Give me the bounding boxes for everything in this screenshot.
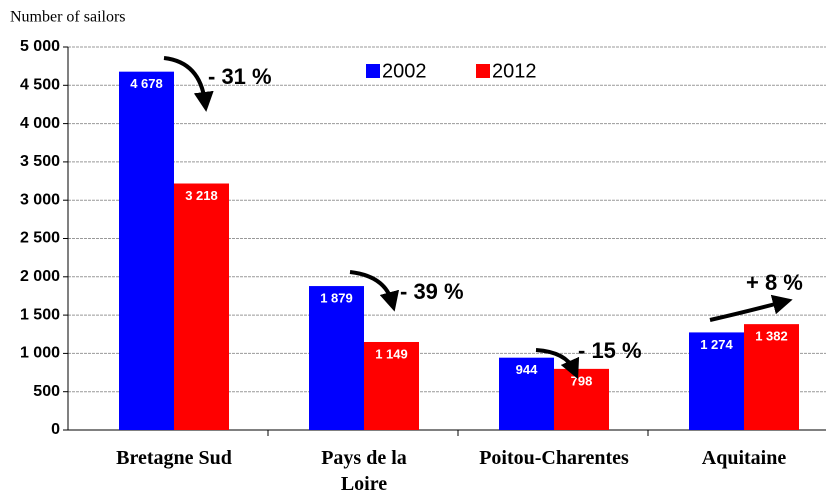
y-tick-label: 1 000 bbox=[20, 345, 60, 362]
legend-label: 2002 bbox=[382, 60, 427, 82]
value-label: 798 bbox=[571, 373, 593, 388]
value-label: 1 382 bbox=[755, 329, 788, 344]
y-tick-label: 500 bbox=[33, 383, 60, 400]
legend-label: 2012 bbox=[492, 60, 537, 82]
y-tick-label: 5 000 bbox=[20, 38, 60, 55]
y-tick-label: 4 000 bbox=[20, 115, 60, 132]
y-tick-label: 4 500 bbox=[20, 77, 60, 94]
y-tick-label: 2 000 bbox=[20, 268, 60, 285]
legend-swatch bbox=[476, 64, 490, 78]
bar bbox=[499, 357, 554, 430]
annotation: + 8 % bbox=[746, 270, 803, 295]
y-axis-label: Number of sailors bbox=[10, 9, 126, 26]
x-tick-label: Aquitaine bbox=[701, 447, 787, 469]
legend-swatch bbox=[366, 64, 380, 78]
y-tick-label: 0 bbox=[51, 421, 60, 438]
y-tick-label: 3 000 bbox=[20, 191, 60, 208]
annotation-arrow bbox=[709, 294, 793, 322]
bar bbox=[744, 324, 799, 430]
value-label: 1 274 bbox=[700, 337, 733, 352]
value-label: 1 879 bbox=[320, 291, 353, 306]
y-tick-label: 3 500 bbox=[20, 153, 60, 170]
annotation-arrow bbox=[163, 56, 214, 112]
value-label: 944 bbox=[516, 362, 538, 377]
value-label: 4 678 bbox=[130, 76, 163, 91]
annotation: - 31 % bbox=[208, 64, 272, 89]
bar bbox=[689, 332, 744, 430]
bar bbox=[174, 183, 229, 430]
x-tick-label: Bretagne Sud bbox=[116, 447, 232, 469]
x-tick-label: Pays de la Loire bbox=[321, 447, 407, 495]
value-label: 1 149 bbox=[375, 346, 408, 361]
y-tick-label: 1 500 bbox=[20, 306, 60, 323]
bar bbox=[309, 286, 364, 430]
y-tick-label: 2 500 bbox=[20, 230, 60, 247]
annotation-arrow bbox=[349, 270, 400, 312]
bar bbox=[364, 341, 419, 430]
value-label: 3 218 bbox=[185, 188, 218, 203]
x-tick-label: Poitou-Charentes bbox=[479, 447, 629, 469]
annotation-arrow bbox=[535, 348, 580, 380]
annotation: - 39 % bbox=[400, 279, 464, 304]
bar bbox=[119, 71, 174, 431]
annotation: - 15 % bbox=[578, 338, 642, 363]
